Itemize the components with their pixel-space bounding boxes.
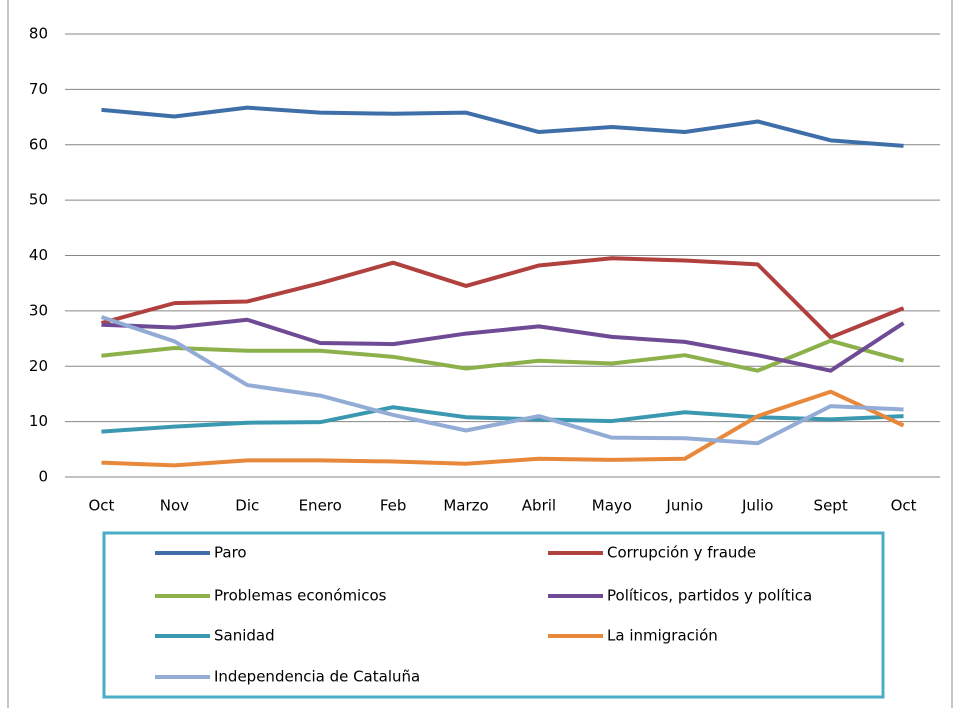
y-tick-label: 0 <box>38 468 48 486</box>
legend-label: La inmigración <box>607 627 718 645</box>
legend-label: Paro <box>214 544 247 562</box>
legend-label: Políticos, partidos y política <box>607 587 812 605</box>
frame <box>7 0 953 708</box>
y-tick-label: 30 <box>29 301 48 319</box>
legend-label: Problemas económicos <box>214 587 387 605</box>
legend-box <box>102 531 885 699</box>
y-tick-label: 50 <box>29 191 48 209</box>
x-tick-label: Marzo <box>443 497 488 515</box>
y-tick-label: 40 <box>29 246 48 264</box>
y-tick-label: 60 <box>29 135 48 153</box>
series-line <box>101 338 905 373</box>
series-line <box>100 315 904 446</box>
x-tick-label: Junio <box>665 497 703 515</box>
x-tick-label: Julio <box>741 497 773 515</box>
y-tick-label: 10 <box>29 412 48 430</box>
series-line <box>101 317 905 373</box>
y-tick-label: 80 <box>29 25 48 43</box>
x-tick-label: Sept <box>814 497 848 515</box>
series-line <box>101 105 904 148</box>
legend-label: Corrupción y fraude <box>607 544 756 562</box>
x-tick-label: Mayo <box>592 497 632 515</box>
x-tick-label: Feb <box>380 497 407 515</box>
x-tick-label: Dic <box>235 497 259 515</box>
series-line <box>100 256 905 340</box>
legend-label: Sanidad <box>214 627 275 645</box>
y-tick-label: 20 <box>29 357 48 375</box>
series-line <box>101 405 904 434</box>
y-tick-label: 70 <box>29 80 48 98</box>
series-line <box>101 389 905 468</box>
legend-label: Independencia de Cataluña <box>214 668 420 686</box>
x-tick-label: Oct <box>88 497 114 515</box>
x-tick-label: Nov <box>160 497 189 515</box>
x-tick-label: Oct <box>891 497 917 515</box>
x-tick-label: Enero <box>299 497 342 515</box>
x-tick-label: Abril <box>522 497 556 515</box>
